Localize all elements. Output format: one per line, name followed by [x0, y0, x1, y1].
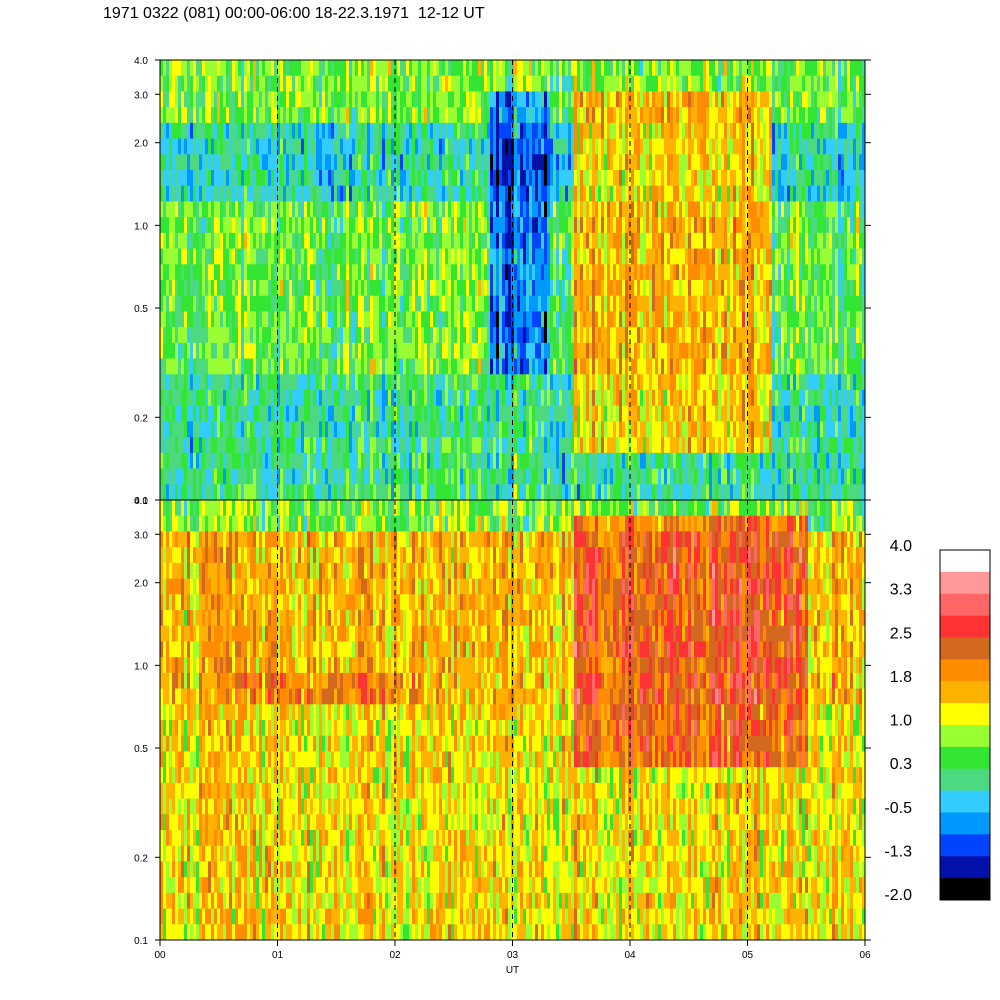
- y-tick-label: 0.2: [134, 413, 148, 424]
- colorbar-label: 4.0: [890, 538, 912, 555]
- y-tick-label: 0.2: [134, 853, 148, 864]
- colorbar-swatch: [940, 834, 990, 857]
- colorbar-swatch: [940, 790, 990, 813]
- colorbar-label: 2.5: [890, 625, 912, 642]
- y-tick-label: 0.1: [134, 936, 148, 947]
- y-tick-label: 0.5: [134, 304, 148, 315]
- y-tick-label: 3.0: [134, 90, 148, 101]
- colorbar-swatch: [940, 812, 990, 835]
- colorbar-label: 1.0: [890, 713, 912, 730]
- colorbar-label: -2.0: [884, 887, 912, 904]
- colorbar-swatch: [940, 571, 990, 595]
- colorbar-label: 0.3: [890, 756, 912, 773]
- colorbar-label: 1.8: [890, 669, 912, 686]
- colorbar-swatch: [940, 703, 990, 726]
- chart-title: 1971 0322 (081) 00:00-06:00 18-22.3.1971…: [103, 5, 485, 22]
- y-tick-label: 2.0: [134, 139, 148, 150]
- y-tick-label: 2.0: [134, 579, 148, 590]
- x-tick-label: 01: [272, 950, 284, 961]
- colorbar-swatch: [940, 593, 990, 616]
- x-tick-label: 04: [624, 950, 636, 961]
- colorbar-label: 3.3: [890, 582, 912, 599]
- y-tick-label: 0.5: [134, 744, 148, 755]
- colorbar-swatch: [940, 856, 990, 879]
- colorbar-swatch: [940, 550, 990, 573]
- colorbar: 4.0 3.3 2.5 1.8 1.0 0.3 -0.5 -1.3 -2.0: [884, 538, 991, 904]
- x-tick-label: 03: [507, 950, 519, 961]
- y-tick-label: 3.0: [134, 530, 148, 541]
- colorbar-swatch: [940, 681, 990, 704]
- y-tick-label: 4.0: [134, 56, 148, 67]
- colorbar-swatch: [940, 637, 990, 660]
- axes: 0.10.20.51.02.03.04.00.10.20.51.02.03.04…: [134, 56, 871, 976]
- colorbar-swatch: [940, 725, 990, 748]
- x-tick-label: 02: [389, 950, 401, 961]
- x-tick-label: 05: [742, 950, 754, 961]
- colorbar-frame: [939, 549, 991, 901]
- x-tick-label: 06: [859, 950, 871, 961]
- colorbar-swatch: [940, 746, 990, 770]
- colorbar-label: -0.5: [884, 800, 912, 817]
- y-tick-label: 0.1: [134, 496, 148, 507]
- y-tick-label: 1.0: [134, 661, 148, 672]
- x-tick-label: 00: [154, 950, 166, 961]
- x-axis-label: UT: [506, 965, 519, 976]
- colorbar-swatch: [940, 615, 990, 638]
- colorbar-swatch: [940, 768, 990, 791]
- colorbar-label: -1.3: [884, 843, 912, 860]
- bottom-spectrogram-panel: [160, 500, 865, 940]
- y-tick-label: 1.0: [134, 221, 148, 232]
- colorbar-swatch: [940, 659, 990, 682]
- colorbar-swatch: [940, 878, 990, 901]
- y-tick-label: 4.0: [134, 496, 148, 507]
